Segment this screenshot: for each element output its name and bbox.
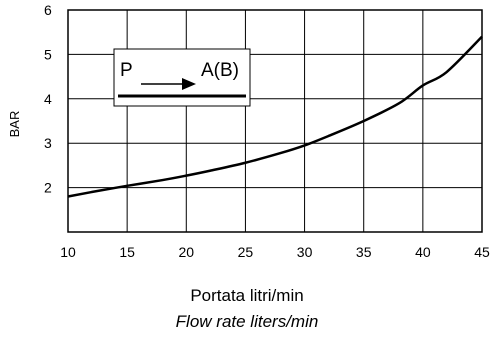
x-tick-label: 20 [178, 244, 194, 260]
y-tick-label: 5 [44, 46, 52, 62]
y-tick-label: 4 [44, 91, 52, 107]
y-tick-label: 3 [44, 135, 52, 151]
x-tick-label: 35 [356, 244, 372, 260]
legend-from-label: P [120, 60, 133, 81]
arrow-icon [182, 78, 196, 90]
series-line [67, 35, 483, 198]
x-tick-label: 45 [474, 244, 490, 260]
x-axis-label: Portata litri/min [190, 286, 304, 305]
x-tick-label: 10 [60, 244, 76, 260]
y-axis-label: BAR [7, 111, 22, 138]
y-tick-label: 6 [44, 2, 52, 18]
y-tick-labels: 2 3 4 5 6 [44, 2, 52, 196]
x-axis-label-translation: Flow rate liters/min [175, 312, 319, 331]
x-tick-label: 25 [238, 244, 254, 260]
x-tick-label: 30 [297, 244, 313, 260]
plot-frame [67, 9, 483, 233]
x-tick-label: 40 [415, 244, 431, 260]
legend-to-label: A(B) [201, 60, 239, 81]
legend: P A(B) [113, 48, 251, 107]
x-tick-label: 15 [119, 244, 135, 260]
y-tick-label: 2 [44, 180, 52, 196]
x-tick-labels: 10 15 20 25 30 35 40 45 [60, 244, 490, 260]
grid [67, 9, 483, 233]
